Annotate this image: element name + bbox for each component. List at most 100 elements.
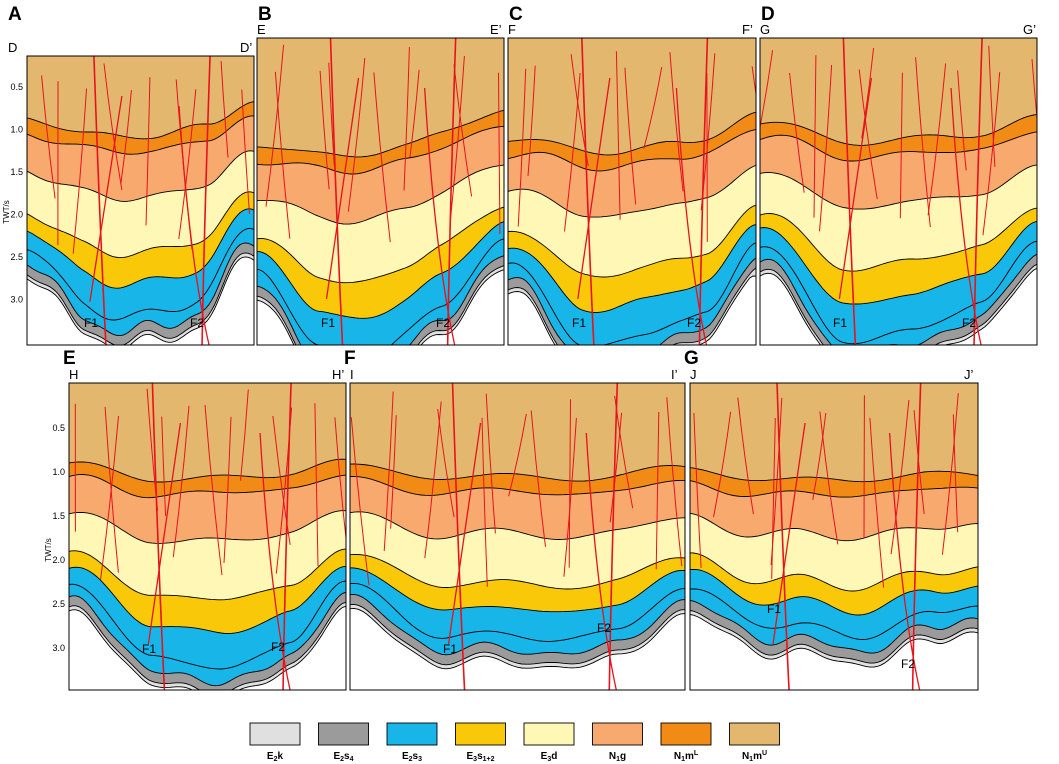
legend-item-d: E3d	[523, 722, 575, 763]
horizon-line	[350, 603, 685, 666]
horizon-line	[257, 265, 504, 345]
horizon-line	[760, 263, 1037, 345]
horizon-line	[508, 164, 756, 218]
section-panel-a: AD D’ F1 F2	[8, 4, 255, 346]
minor-fault	[858, 69, 878, 200]
section-start-label: D	[8, 40, 17, 55]
panel-letter: B	[258, 4, 272, 25]
fault-f1	[451, 383, 466, 690]
minor-fault	[220, 61, 229, 158]
fault-f1-antithetic	[772, 422, 806, 645]
legend-swatch	[660, 722, 712, 746]
minor-fault	[713, 411, 732, 518]
layer-s4	[27, 242, 254, 345]
y-tick-label: 1.5	[52, 511, 65, 521]
horizon-line	[69, 605, 346, 690]
minor-fault	[103, 63, 123, 190]
minor-fault	[314, 403, 319, 567]
legend-item-s3: E2s3	[386, 722, 438, 763]
fault-label-f2: F2	[190, 316, 204, 330]
fault-label-f1: F1	[443, 642, 457, 656]
horizon-line	[257, 206, 504, 284]
minor-fault	[890, 399, 910, 555]
fault-label-f1: F1	[767, 602, 781, 616]
horizon-line	[27, 252, 254, 345]
minor-fault	[204, 405, 223, 576]
layer-s3	[508, 224, 756, 345]
y-tick-label: 0.5	[52, 423, 65, 433]
minor-fault	[624, 67, 637, 205]
section-panel-e: EH H’ F1 F2	[63, 348, 347, 691]
horizon-line	[350, 593, 685, 656]
minor-fault	[770, 397, 783, 566]
legend-item-mU: N1mU	[729, 722, 780, 763]
legend-label: N1g	[609, 751, 626, 763]
fault-f1	[93, 56, 107, 345]
minor-fault	[498, 72, 501, 235]
horizon-line	[350, 511, 685, 540]
minor-fault	[813, 55, 817, 218]
legend-label: N1mU	[742, 750, 767, 763]
fault-label-f1: F1	[142, 642, 156, 656]
basement	[690, 614, 978, 690]
fault-label-f2: F2	[436, 316, 450, 330]
section-panel-g: GJ J’ F1 F2	[684, 348, 979, 691]
panel-frame	[507, 37, 757, 346]
section-start-label: G	[760, 22, 770, 37]
section-end-label: I’	[671, 367, 678, 382]
section-end-label: G’	[1023, 22, 1036, 37]
horizon-line	[69, 591, 346, 687]
fault-label-f1: F1	[321, 316, 335, 330]
minor-fault	[403, 46, 410, 191]
minor-fault	[819, 64, 833, 232]
horizon-line	[760, 114, 1037, 146]
y-axis-label: TWT/s	[2, 200, 11, 224]
minor-fault	[564, 72, 581, 232]
minor-fault	[927, 63, 947, 216]
minor-fault	[819, 411, 839, 545]
horizon-line	[690, 480, 978, 498]
fault-f2-antithetic	[585, 432, 617, 690]
panel-letter: A	[8, 4, 22, 25]
minor-fault	[409, 69, 420, 158]
minor-fault	[666, 397, 683, 567]
minor-fault	[334, 417, 346, 538]
legend-item-k: E2k	[249, 722, 301, 763]
legend-label: E2k	[267, 751, 284, 763]
panel-frame	[349, 382, 686, 691]
y-axis-label: TWT/s	[44, 538, 53, 562]
y-axis-bottom: 0.5 1.0 1.5 2.0 2.5 3.0 TWT/s	[44, 423, 65, 653]
legend-swatch	[729, 722, 780, 746]
panel-letter: G	[684, 348, 699, 369]
minor-fault	[771, 417, 776, 579]
panel-letter: C	[509, 4, 523, 25]
horizon-line	[760, 131, 1037, 162]
minor-fault	[655, 411, 660, 570]
horizon-line	[690, 552, 978, 592]
minor-fault	[373, 72, 391, 243]
legend-swatch	[523, 722, 575, 746]
minor-fault	[693, 412, 702, 568]
legend-swatch	[592, 722, 643, 746]
horizon-line	[508, 275, 756, 345]
section-panel-d: DG G’ F1 F2	[759, 4, 1038, 346]
section-end-label: D’	[240, 40, 252, 55]
legend-item-mL: N1mL	[660, 722, 712, 763]
horizon-line	[690, 600, 978, 654]
section-panel-b: BE E’ F1 F2	[256, 4, 505, 346]
minor-fault	[988, 45, 996, 167]
fault-f2-antithetic	[675, 87, 708, 345]
basement	[69, 606, 346, 690]
y-tick-label: 0.5	[10, 82, 23, 92]
legend-swatch	[249, 722, 301, 746]
horizon-line	[257, 164, 504, 225]
basement	[760, 268, 1037, 345]
minor-fault	[563, 417, 577, 577]
legend-swatch	[386, 722, 438, 746]
minor-fault	[508, 413, 527, 497]
y-tick-label: 1.0	[52, 467, 65, 477]
minor-fault	[72, 88, 87, 254]
legend: E2k E2s4 E2s3 E3s1+2 E3d N1g N1mL N1mU	[249, 722, 780, 763]
minor-fault	[915, 57, 931, 228]
